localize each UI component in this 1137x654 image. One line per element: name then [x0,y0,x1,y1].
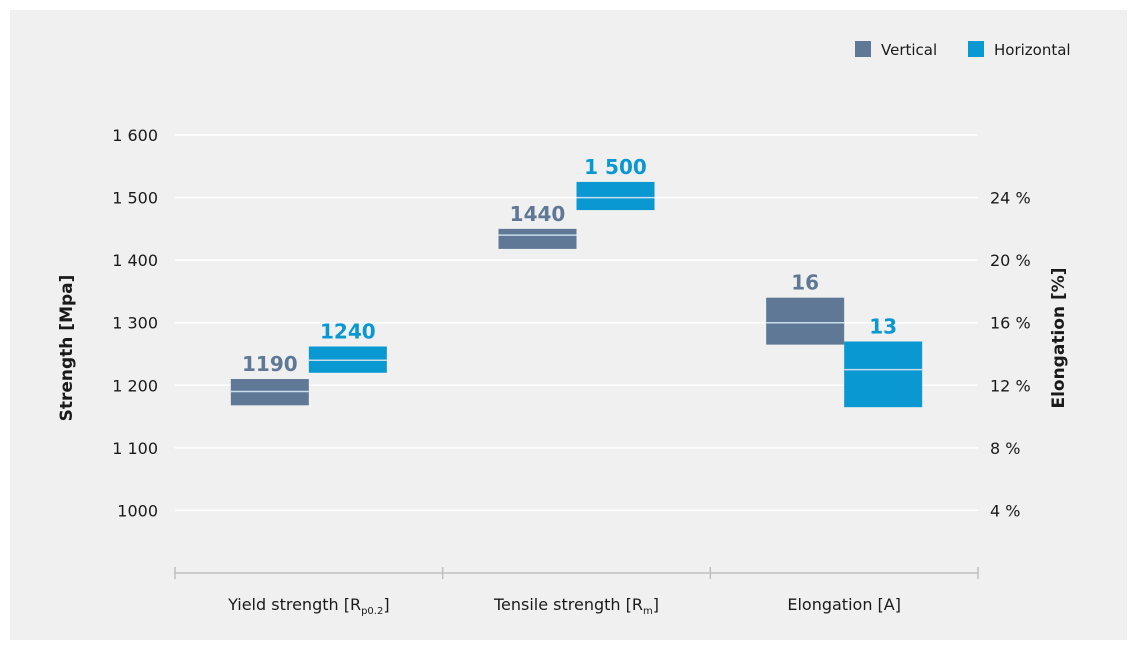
data-label: 1190 [242,352,298,376]
data-label: 1440 [510,202,566,226]
x-tick-label: Tensile strength [Rm] [493,595,659,617]
y-tick-label: 1 400 [112,251,158,270]
bar-horizontal [576,181,655,211]
y2-tick-label: 4 % [990,501,1020,520]
x-tick-label: Elongation [A] [787,595,901,614]
y2-axis-title: Elongation [%] [1049,267,1069,408]
legend-label: Horizontal [994,41,1071,59]
data-label: 1240 [320,319,376,343]
bars-layer [230,181,923,408]
bar-vertical [766,297,845,345]
legend-swatch [968,41,984,57]
x-tick-label: Yield strength [Rp0.2] [227,595,390,617]
y-tick-label: 1 200 [112,376,158,395]
y-tick-label: 1 300 [112,314,158,333]
chart-background [10,10,1127,640]
y2-tick-label: 20 % [990,251,1031,270]
legend-swatch [855,41,871,57]
axis-layer: 1000 1 100 1 200 1 300 1 400 1 500 1 600 4 % 8 %… [112,126,1030,617]
data-label: 16 [791,271,819,295]
bar-vertical [498,228,577,249]
y2-tick-label: 16 % [990,314,1031,333]
y-tick-label: 1 500 [112,189,158,208]
bar-horizontal [844,341,923,408]
y-tick-label: 1 100 [112,439,158,458]
y2-tick-label: 8 % [990,439,1020,458]
labels-layer: 1190 1440 16 1240 1 500 13 [242,155,897,376]
y2-tick-label: 12 % [990,376,1031,395]
y-tick-label: 1000 [117,501,158,520]
data-label: 1 500 [584,155,647,179]
y-axis-title: Strength [Mpa] [57,275,77,422]
y-tick-label: 1 600 [112,126,158,145]
y2-tick-label: 24 % [990,189,1031,208]
legend-label: Vertical [881,41,937,59]
legend: Vertical Horizontal [855,41,1071,59]
data-label: 13 [869,314,897,338]
